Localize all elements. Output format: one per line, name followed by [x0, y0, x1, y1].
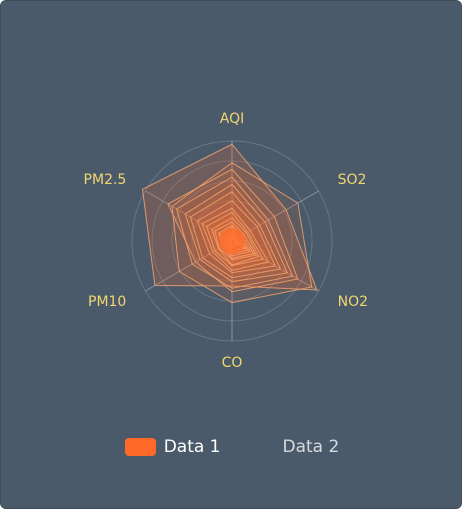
legend-label-data-1: Data 1 — [163, 437, 221, 457]
legend-item-data-2[interactable]: Data 2 — [283, 437, 340, 457]
axis-line-pm10 — [145, 240, 233, 292]
axis-label-pm25: PM2.5 — [84, 172, 127, 188]
axis-labels: AQI SO2 NO2 CO PM10 PM2.5 — [84, 111, 369, 371]
radar-center-fill — [219, 228, 245, 254]
axis-line-pm25 — [145, 190, 233, 242]
legend-swatch-data-1 — [124, 438, 156, 456]
axis-label-pm10: PM10 — [88, 294, 126, 310]
axis-label-co: CO — [222, 355, 243, 371]
axis-label-no2: NO2 — [338, 294, 368, 310]
axis-label-aqi: AQI — [220, 111, 244, 127]
legend-item-data-1[interactable]: Data 1 — [124, 437, 221, 457]
legend-label-data-2: Data 2 — [282, 437, 340, 457]
data-1-series[interactable] — [141, 143, 318, 304]
axis-label-so2: SO2 — [338, 172, 367, 188]
chart-legend: Data 1 Data 2 — [1, 431, 461, 463]
